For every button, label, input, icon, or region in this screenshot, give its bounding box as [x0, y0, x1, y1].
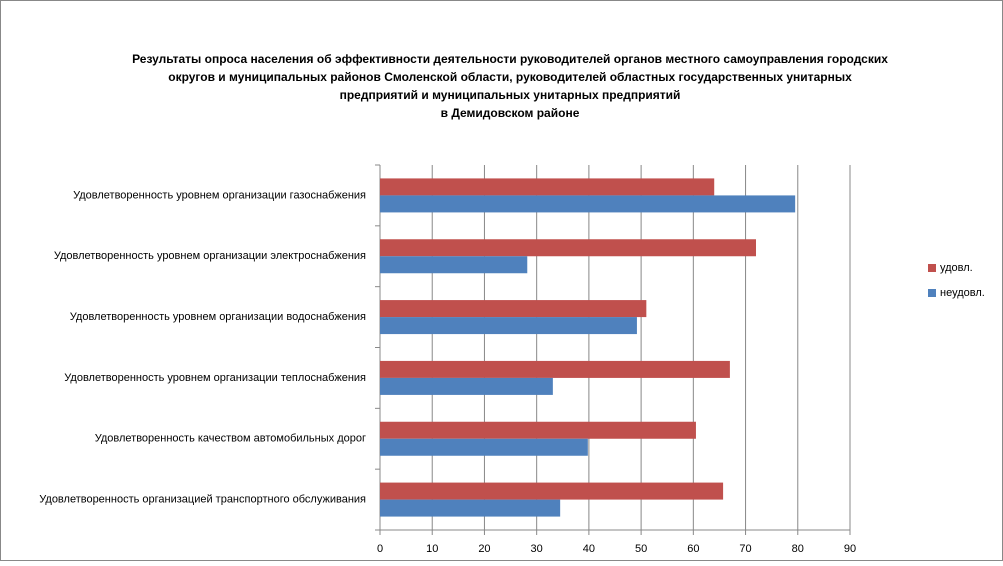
chart-title: в Демидовском районе — [441, 106, 580, 120]
y-tick-label: Удовлетворенность организацией транспорт… — [39, 493, 366, 505]
y-tick-label: Удовлетворенность качеством автомобильны… — [95, 433, 366, 445]
x-tick-label: 60 — [687, 543, 699, 555]
bar — [380, 300, 647, 318]
x-tick-label: 20 — [478, 543, 490, 555]
x-tick-label: 10 — [426, 543, 438, 555]
x-tick-label: 50 — [635, 543, 647, 555]
chart-title: предприятий и муниципальных унитарных пр… — [340, 88, 681, 102]
y-tick-label: Удовлетворенность уровнем организации эл… — [54, 250, 366, 262]
chart-title: округов и муниципальных районов Смоленск… — [168, 70, 852, 84]
x-tick-label: 80 — [792, 543, 804, 555]
bar — [380, 239, 756, 257]
bar — [380, 360, 730, 378]
bar — [380, 499, 561, 517]
y-tick-label: Удовлетворенность уровнем организации га… — [73, 189, 366, 201]
bar — [380, 317, 637, 335]
y-tick-label: Удовлетворенность уровнем организации во… — [70, 311, 366, 323]
legend-label: удовл. — [940, 262, 973, 274]
bar — [380, 377, 553, 395]
x-tick-label: 70 — [739, 543, 751, 555]
x-tick-label: 90 — [844, 543, 856, 555]
bar — [380, 256, 528, 274]
bar — [380, 195, 796, 213]
chart-title: Результаты опроса населения об эффективн… — [132, 52, 888, 66]
bar — [380, 438, 588, 456]
bar — [380, 178, 715, 196]
bar — [380, 482, 724, 500]
legend-swatch — [928, 289, 936, 297]
y-tick-label: Удовлетворенность уровнем организации те… — [64, 372, 366, 384]
x-tick-label: 0 — [377, 543, 383, 555]
bar — [380, 421, 696, 439]
x-tick-label: 40 — [583, 543, 595, 555]
legend-swatch — [928, 264, 936, 272]
legend-label: неудовл. — [940, 287, 985, 299]
x-tick-label: 30 — [531, 543, 543, 555]
